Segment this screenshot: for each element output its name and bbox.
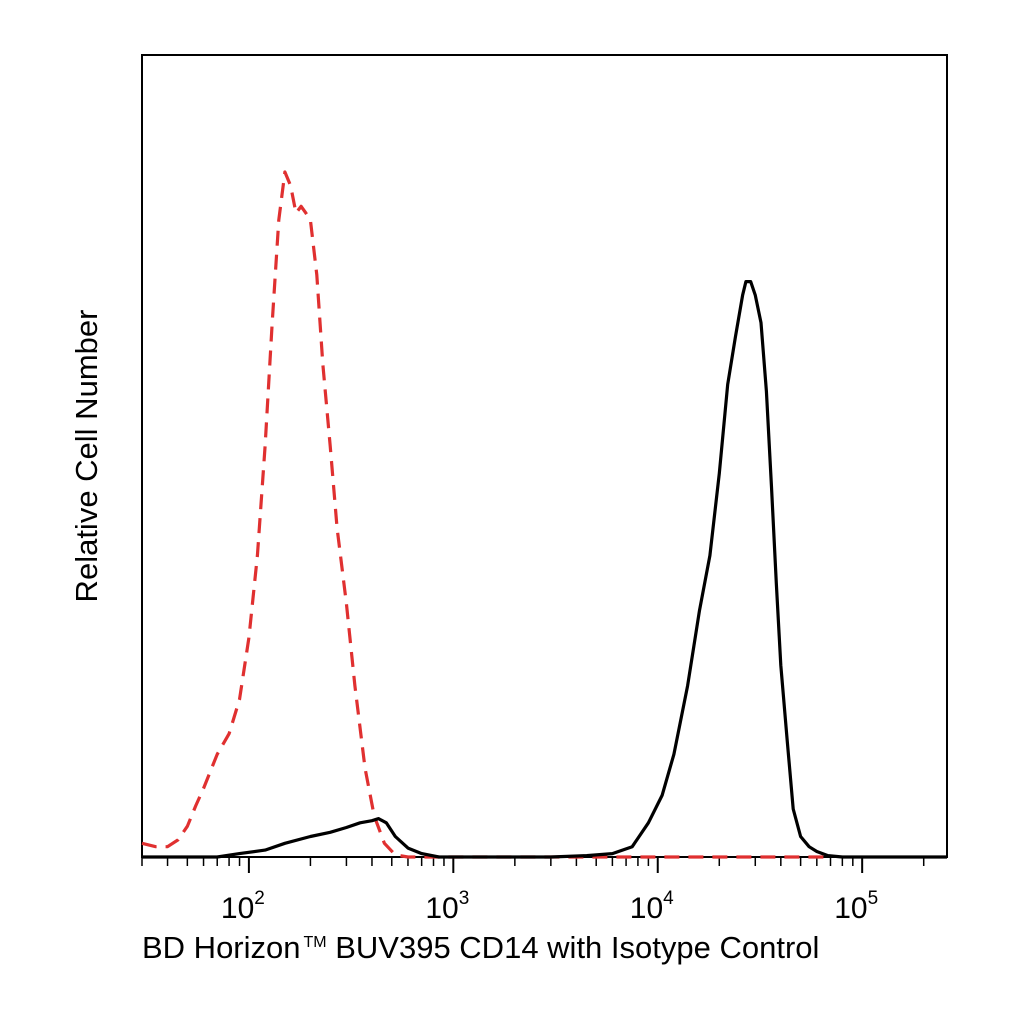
series-line-dashed: [141, 170, 831, 859]
series-layer: [141, 170, 947, 859]
x-tick-labels: 102 103 104 105: [221, 888, 878, 925]
x-axis-title: BD Horizon TM BUV395 CD14 with Isotype Co…: [142, 930, 819, 965]
tick-exponent: 2: [254, 888, 265, 909]
tick-base: 10: [630, 892, 663, 925]
tick-exponent: 4: [663, 888, 674, 909]
x-tick-label: 103: [425, 888, 469, 925]
series-line-solid: [142, 280, 947, 859]
tick-base: 10: [834, 892, 867, 925]
tick-base: 10: [221, 892, 254, 925]
x-axis-title-trademark: TM: [304, 934, 327, 951]
plot-frame: [141, 54, 948, 858]
x-axis-title-prefix: BD Horizon: [142, 930, 301, 965]
x-major-ticks: [247, 857, 864, 873]
tick-base: 10: [425, 892, 458, 925]
x-tick-label: 105: [834, 888, 878, 925]
tick-exponent: 3: [459, 888, 470, 909]
x-tick-label: 104: [630, 888, 674, 925]
tick-exponent: 5: [868, 888, 879, 909]
x-tick-label: 102: [221, 888, 265, 925]
x-axis-title-suffix: BUV395 CD14 with Isotype Control: [327, 930, 820, 965]
y-axis-title: Relative Cell Number: [69, 310, 104, 603]
